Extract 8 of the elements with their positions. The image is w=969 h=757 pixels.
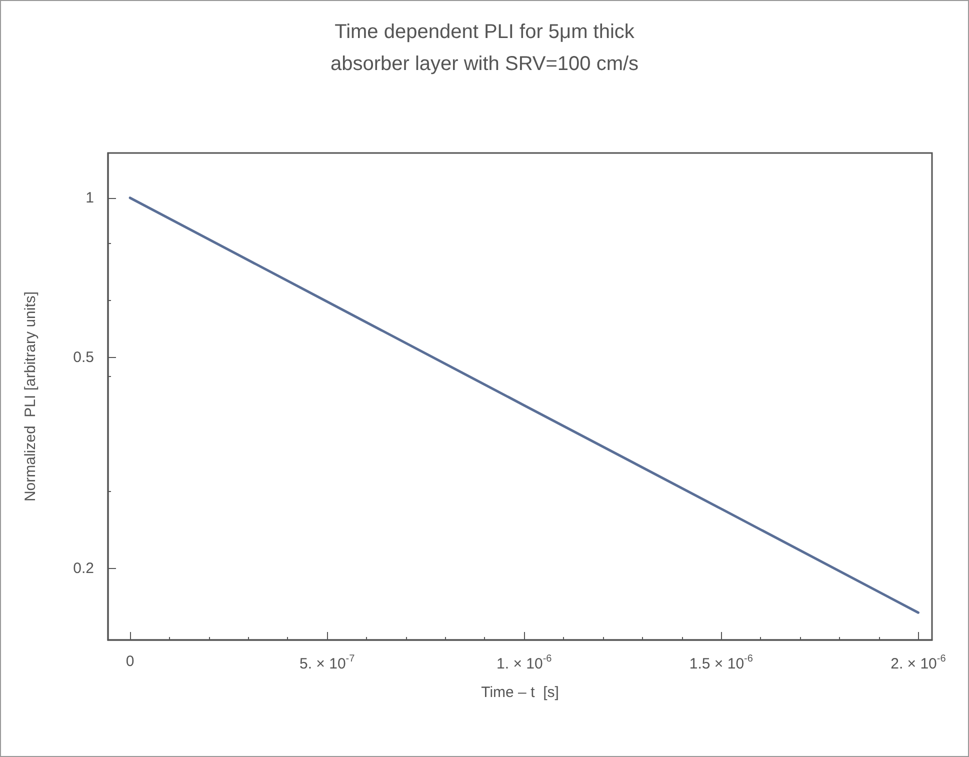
y-tick-label: 1 [86,189,94,206]
x-axis-title: Time – t [s] [481,684,559,701]
y-axis-title: Normalized PLI [arbitrary units] [22,291,39,502]
line-series [128,196,920,614]
x-tick-label: 0 [126,653,134,670]
chart-title: Time dependent PLI for 5μm thick absorber layer with SRV=100 cm/s [330,21,639,75]
y-tick-label: 0.5 [73,348,94,366]
y-tick-label: 0.2 [73,560,94,577]
